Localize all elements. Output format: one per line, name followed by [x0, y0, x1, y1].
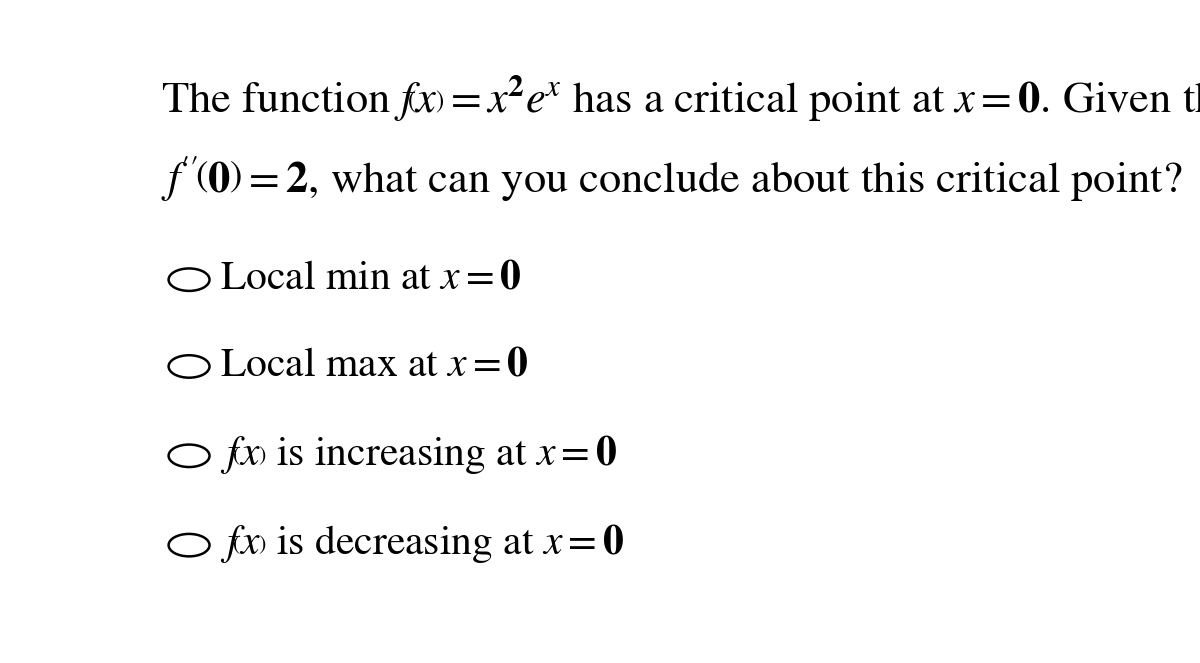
Text: $\mathbf{\mathit{f}}\!\left(\mathbf{\mathit{x}}\right)$ is decreasing at $\mathb: $\mathbf{\mathit{f}}\!\left(\mathbf{\mat…	[220, 522, 624, 566]
Text: Local max at $\mathbf{\mathit{x}} = \mathbf{0}$: Local max at $\mathbf{\mathit{x}} = \mat…	[220, 347, 528, 385]
Text: Local min at $\mathbf{\mathit{x}} = \mathbf{0}$: Local min at $\mathbf{\mathit{x}} = \mat…	[220, 261, 522, 298]
Text: $\mathbf{\mathit{f}}''\!\left(\mathbf{0}\right) = \mathbf{2}$, what can you conc: $\mathbf{\mathit{f}}''\!\left(\mathbf{0}…	[161, 153, 1182, 203]
Text: $\mathbf{\mathit{f}}\!\left(\mathbf{\mathit{x}}\right)$ is increasing at $\mathb: $\mathbf{\mathit{f}}\!\left(\mathbf{\mat…	[220, 433, 617, 476]
Text: The function $\mathbf{\mathit{f}}\!\left(\mathbf{\mathit{x}}\right) = \mathbf{\m: The function $\mathbf{\mathit{f}}\!\left…	[161, 73, 1200, 124]
